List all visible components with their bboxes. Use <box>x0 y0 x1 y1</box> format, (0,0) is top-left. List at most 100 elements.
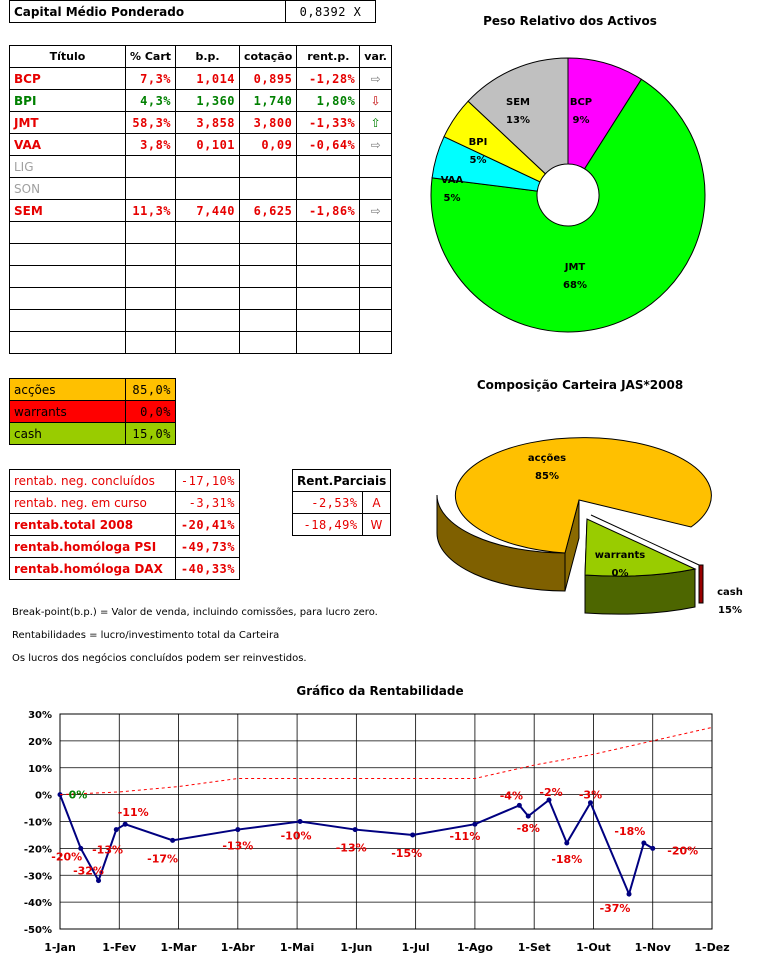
x-tick-label: 1-Fev <box>102 941 137 954</box>
titles-table: Título % Cart b.p. cotação rent.p. var. … <box>9 45 392 354</box>
cell-bp <box>175 309 241 332</box>
data-label: -13% <box>222 840 253 853</box>
titles-row <box>9 221 392 244</box>
cell-rent <box>296 331 361 354</box>
note-rentabilidades: Rentabilidades = lucro/investimento tota… <box>12 630 280 641</box>
rentab-row: rentab.homóloga DAX -40,33% <box>9 557 240 580</box>
cell-name: LIG <box>9 155 126 178</box>
cell-cot <box>239 309 298 332</box>
pie-label: VAA <box>441 175 464 186</box>
cell-cot <box>239 177 298 200</box>
parciais-tag: W <box>361 513 392 536</box>
series-point <box>297 819 303 824</box>
data-label: -11% <box>449 830 480 843</box>
alloc-value: 15,0% <box>125 422 176 445</box>
y-tick-label: 30% <box>28 710 52 721</box>
cell-cot: 0,09 <box>239 133 298 156</box>
titles-row: BPI 4,3% 1,360 1,740 1,80% ⇩ <box>9 89 392 112</box>
data-label: -3% <box>579 789 602 802</box>
data-label: -2% <box>539 786 562 799</box>
x-tick-label: 1-Set <box>518 941 551 954</box>
rentab-row: rentab. neg. em curso -3,31% <box>9 491 240 514</box>
line-chart-title: Gráfico da Rentabilidade <box>296 684 464 698</box>
data-label: -13% <box>92 844 123 857</box>
titles-row: LIG <box>9 155 392 178</box>
cell-pct <box>124 155 177 178</box>
pie-slice-cash <box>584 518 697 577</box>
pie2-label: cash <box>717 587 743 598</box>
cell-cot: 0,895 <box>239 67 298 90</box>
y-tick-label: 20% <box>28 737 52 748</box>
cell-name: BCP <box>9 67 126 90</box>
pie-activos-title: Peso Relativo dos Activos <box>483 14 657 28</box>
titles-row <box>9 309 392 332</box>
cell-cot <box>239 265 298 288</box>
x-tick-label: 1-Dez <box>694 941 729 954</box>
cell-rent <box>296 243 361 266</box>
titles-header-row: Título % Cart b.p. cotação rent.p. var. <box>9 45 392 68</box>
cell-rent <box>296 155 361 178</box>
y-tick-label: -20% <box>24 844 52 855</box>
var-right-icon: ⇨ <box>359 133 392 156</box>
rentab-row: rentab.homóloga PSI -49,73% <box>9 535 240 558</box>
titles-row <box>9 331 392 354</box>
data-label: -11% <box>118 806 149 819</box>
cell-pct: 58,3% <box>124 111 177 134</box>
titles-row <box>9 243 392 266</box>
series-point <box>78 845 84 851</box>
cell-bp: 0,101 <box>175 133 241 156</box>
rentab-value: -20,41% <box>175 513 240 536</box>
rentab-label: rentab.total 2008 <box>9 513 176 536</box>
series-point <box>352 827 358 833</box>
cell-rent <box>296 309 361 332</box>
cell-name: SON <box>9 177 126 200</box>
cell-rent <box>296 221 361 244</box>
cell-bp <box>175 265 241 288</box>
cell-bp: 1,014 <box>175 67 241 90</box>
pie2-pct-label: 0% <box>612 568 629 579</box>
cell-bp <box>175 221 241 244</box>
pie2-pct-label: 85% <box>535 471 559 482</box>
series-point <box>235 827 241 833</box>
y-tick-label: -50% <box>24 925 52 936</box>
y-tick-label: -10% <box>24 818 52 829</box>
data-label: -32% <box>73 865 104 878</box>
cell-name: VAA <box>9 133 126 156</box>
pie-label: BCP <box>570 97 592 108</box>
cell-name: JMT <box>9 111 126 134</box>
titles-row: JMT 58,3% 3,858 3,800 -1,33% ⇧ <box>9 111 392 134</box>
pie-pct-label: 9% <box>573 115 590 126</box>
cell-name <box>9 265 126 288</box>
titles-row: SEM 11,3% 7,440 6,625 -1,86% ⇨ <box>9 199 392 222</box>
cell-bp: 7,440 <box>175 199 241 222</box>
x-tick-label: 1-Jul <box>402 941 430 954</box>
pie-pct-label: 68% <box>563 280 587 291</box>
cell-rent: -1,33% <box>296 111 361 134</box>
pie-slice-sem <box>467 57 569 175</box>
y-tick-label: 10% <box>28 764 52 775</box>
cell-pct: 3,8% <box>124 133 177 156</box>
series-point <box>626 891 632 897</box>
rentab-label: rentab. neg. concluídos <box>9 469 176 492</box>
pie2-label: warrants <box>595 550 645 561</box>
y-tick-label: 0% <box>35 791 52 802</box>
titles-row: BCP 7,3% 1,014 0,895 -1,28% ⇨ <box>9 67 392 90</box>
cell-cot <box>239 243 298 266</box>
cell-name <box>9 243 126 266</box>
cell-name <box>9 309 126 332</box>
cell-bp <box>175 287 241 310</box>
titles-row <box>9 265 392 288</box>
rentab-table: rentab. neg. concluídos -17,10% rentab. ne… <box>9 469 240 580</box>
header-cotacao: cotação <box>239 45 298 68</box>
data-label: -4% <box>500 789 523 802</box>
data-label: -20% <box>667 844 698 857</box>
data-label: -8% <box>517 822 540 835</box>
rentabilidade-line-chart: 30% 20% 10% 0% -10% -20% -30% -40% -50% 1-Jan 1-Fe… <box>24 710 730 954</box>
data-label: -10% <box>281 830 312 843</box>
var-cell <box>359 287 392 310</box>
cell-rent: -1,86% <box>296 199 361 222</box>
x-tick-label: 1-Abr <box>221 941 256 954</box>
cell-pct <box>124 221 177 244</box>
series-point <box>546 797 552 803</box>
cell-cot: 1,740 <box>239 89 298 112</box>
